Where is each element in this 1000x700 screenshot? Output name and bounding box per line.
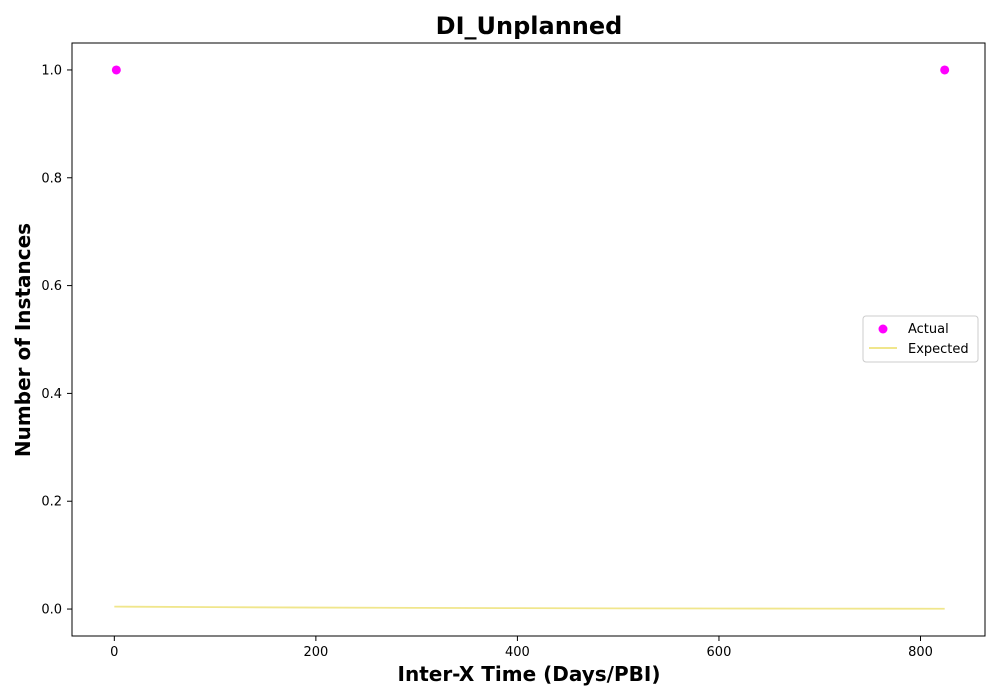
x-tick-label: 400 (505, 645, 530, 660)
legend-actual-label: Actual (908, 322, 949, 337)
y-axis: 0.0 0.2 0.4 0.6 0.8 1.0 (41, 63, 72, 618)
x-axis-label: Inter-X Time (Days/PBI) (398, 662, 661, 686)
expected-series (114, 605, 945, 610)
y-tick-label: 0.8 (41, 171, 62, 186)
actual-point (940, 65, 950, 75)
x-tick-label: 0 (110, 645, 118, 660)
actual-point (111, 65, 121, 75)
x-axis: 0 200 400 600 800 (110, 636, 933, 660)
actual-series (111, 65, 950, 75)
y-tick-label: 0.6 (41, 279, 62, 294)
y-tick-label: 0.4 (41, 387, 62, 402)
legend-box (862, 315, 979, 363)
y-axis-label: Number of Instances (11, 223, 35, 457)
x-tick-label: 600 (707, 645, 732, 660)
legend: Actual Expected (862, 315, 979, 363)
plot-frame (71, 42, 986, 637)
y-tick-label: 0.2 (41, 495, 62, 510)
x-tick-label: 800 (908, 645, 933, 660)
plot-area (71, 42, 986, 637)
x-tick-label: 200 (303, 645, 328, 660)
legend-expected-label: Expected (908, 342, 969, 357)
y-tick-label: 1.0 (41, 63, 62, 78)
y-tick-label: 0.0 (41, 603, 62, 618)
expected-line (114, 605, 945, 610)
legend-actual-marker (878, 324, 888, 334)
chart-title: DI_Unplanned (436, 12, 623, 40)
